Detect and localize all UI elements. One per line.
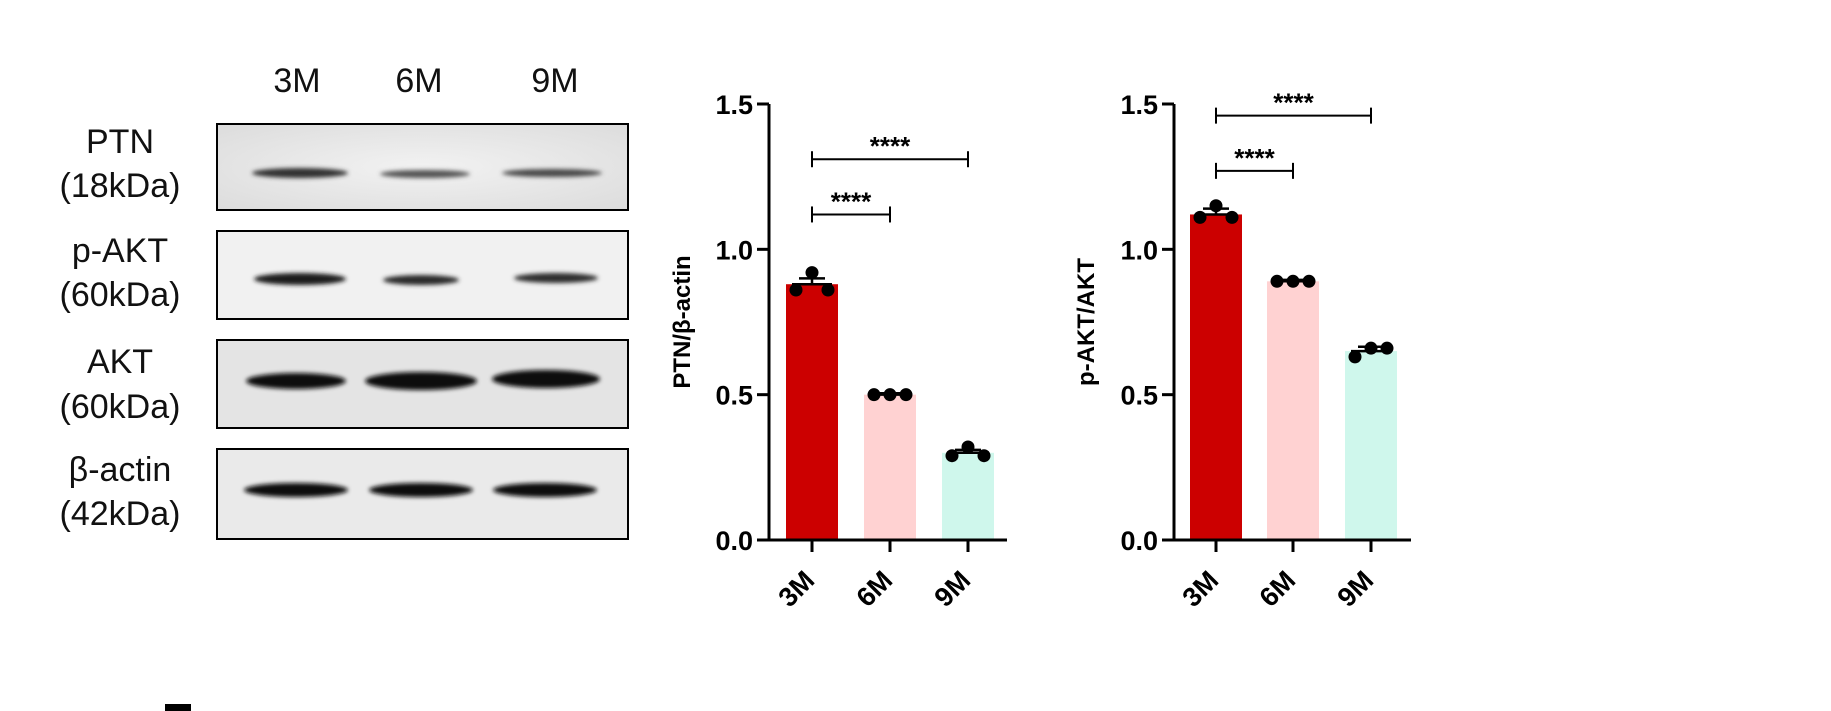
blot-row-bactin: β-actin (42kDa) xyxy=(60,448,629,540)
data-point-3m xyxy=(1193,210,1207,224)
y-tick-label: 1.0 xyxy=(1120,235,1158,265)
bar-3m xyxy=(1190,214,1242,540)
y-tick-label: 1.0 xyxy=(715,235,753,265)
band-bactin-3m xyxy=(244,483,348,497)
band-name-pakt: p-AKT xyxy=(72,232,168,270)
band-name-akt: AKT xyxy=(87,343,153,381)
significance-bracket: **** xyxy=(1215,143,1294,179)
band-pakt-3m xyxy=(254,273,346,285)
band-akt-9m xyxy=(492,370,600,388)
data-point-9m xyxy=(1348,350,1362,364)
lane-label-9m: 9M xyxy=(531,62,578,100)
data-point-9m xyxy=(1364,341,1378,355)
data-point-9m xyxy=(1380,341,1394,355)
data-point-9m xyxy=(977,449,991,463)
data-point-6m xyxy=(1286,274,1300,288)
blot-strip-ptn xyxy=(216,123,629,211)
y-tick-label: 0.0 xyxy=(1120,526,1158,556)
data-point-3m xyxy=(1209,199,1223,213)
band-size-bactin: (42kDa) xyxy=(60,495,181,533)
band-ptn-3m xyxy=(252,168,348,178)
band-bactin-9m xyxy=(493,483,597,497)
lane-labels: 3M 6M 9M xyxy=(273,62,578,100)
cropped-panel-glyph xyxy=(165,704,191,711)
bar-3m xyxy=(786,284,838,540)
data-point-6m xyxy=(899,388,913,402)
data-point-3m xyxy=(805,266,819,280)
band-ptn-6m xyxy=(380,170,470,178)
y-axis-label: PTN/β-actin xyxy=(669,255,696,388)
y-axis-label: p-AKT/AKT xyxy=(1073,258,1100,386)
y-tick-label: 0.0 xyxy=(715,526,753,556)
x-tick-label-9m: 9M xyxy=(929,565,977,613)
blot-row-akt: AKT (60kDa) xyxy=(60,339,629,429)
data-point-9m xyxy=(961,440,975,454)
band-name-ptn: PTN xyxy=(86,123,154,161)
blot-row-ptn: PTN (18kDa) xyxy=(60,123,629,211)
data-point-3m xyxy=(789,283,803,297)
band-size-pakt: (60kDa) xyxy=(60,276,181,314)
data-point-6m xyxy=(867,388,881,402)
y-tick-label: 0.5 xyxy=(1120,381,1158,411)
data-point-3m xyxy=(1225,210,1239,224)
significance-bracket: **** xyxy=(1215,88,1372,124)
bar-6m xyxy=(1267,281,1319,540)
band-name-bactin: β-actin xyxy=(69,451,172,489)
significance-label: **** xyxy=(870,131,911,161)
western-blot: 3M 6M 9M PTN (18kDa) p-AKT (60kDa) xyxy=(60,62,629,711)
significance-label: **** xyxy=(1234,143,1275,173)
data-point-6m xyxy=(1302,274,1316,288)
error-bar-3m xyxy=(792,277,832,286)
x-tick-label-6m: 6M xyxy=(851,565,899,613)
y-tick-label: 1.5 xyxy=(1120,90,1158,120)
significance-label: **** xyxy=(1273,88,1314,118)
band-bactin-6m xyxy=(369,483,473,497)
significance-label: **** xyxy=(831,186,872,216)
x-tick-label-9m: 9M xyxy=(1332,565,1380,613)
y-tick-label: 1.5 xyxy=(715,90,753,120)
bar-6m xyxy=(864,394,916,540)
blot-row-pakt: p-AKT (60kDa) xyxy=(60,230,629,320)
chart-pakt-akt: 0.0 0.5 1.0 1.5 3M 6M 9M p-AKT/AKT **** **** xyxy=(1073,88,1411,613)
band-akt-6m xyxy=(365,372,477,390)
bar-9m xyxy=(942,452,994,540)
data-point-3m xyxy=(821,283,835,297)
data-point-6m xyxy=(1270,274,1284,288)
x-tick-label-6m: 6M xyxy=(1254,565,1302,613)
chart-ptn-bactin: 0.0 0.5 1.0 1.5 3M 6M 9M PTN/β-actin **** **** xyxy=(669,90,1007,613)
y-tick-label: 0.5 xyxy=(715,381,753,411)
data-point-6m xyxy=(883,388,897,402)
band-pakt-6m xyxy=(383,275,459,285)
data-point-9m xyxy=(945,449,959,463)
significance-bracket: **** xyxy=(811,131,969,168)
bar-9m xyxy=(1345,351,1397,540)
x-tick-label-3m: 3M xyxy=(773,565,821,613)
band-pakt-9m xyxy=(514,273,598,283)
band-size-akt: (60kDa) xyxy=(60,388,181,426)
significance-bracket: **** xyxy=(811,186,891,223)
band-size-ptn: (18kDa) xyxy=(60,167,181,205)
band-akt-3m xyxy=(246,373,346,389)
band-ptn-9m xyxy=(502,169,602,177)
x-tick-label-3m: 3M xyxy=(1177,565,1225,613)
lane-label-3m: 3M xyxy=(273,62,320,100)
lane-label-6m: 6M xyxy=(395,62,442,100)
